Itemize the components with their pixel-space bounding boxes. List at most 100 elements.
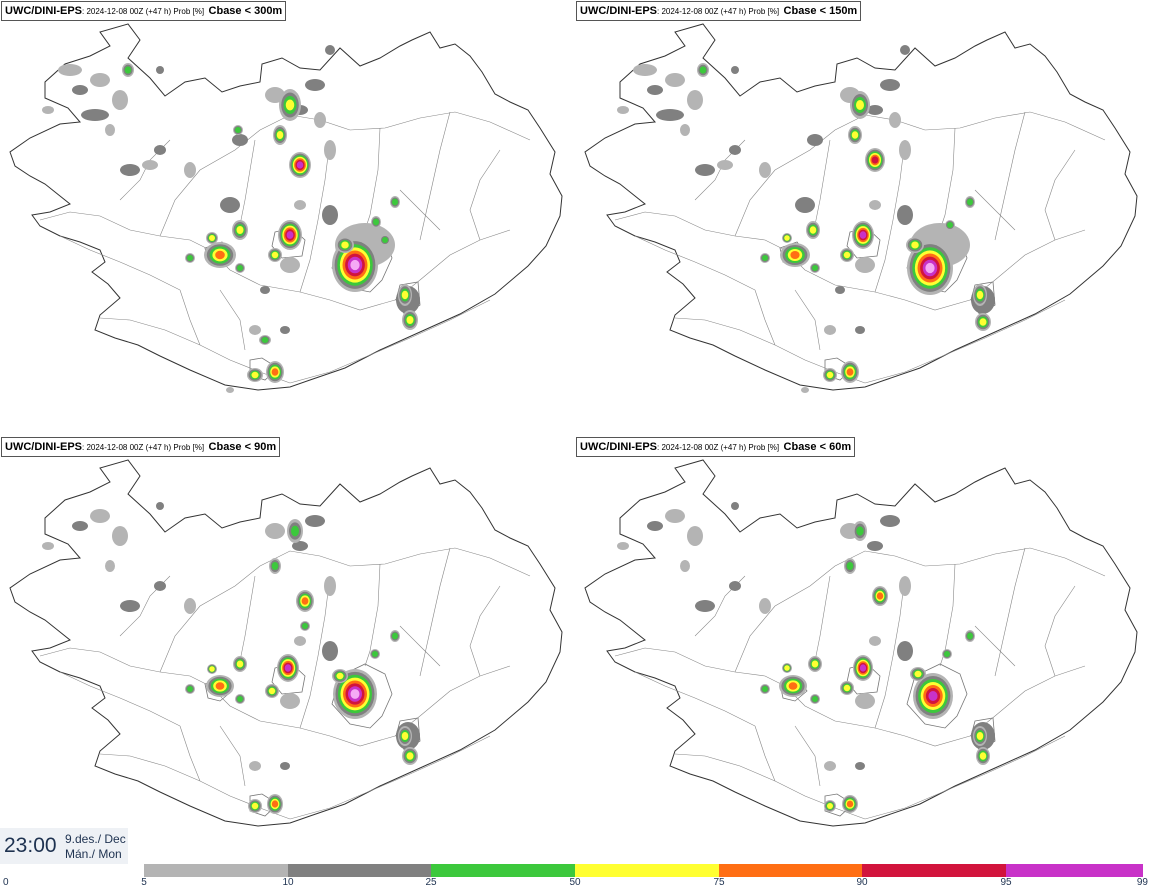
probability-patch — [220, 197, 240, 213]
road-line — [59, 235, 181, 291]
probability-contour — [784, 665, 790, 671]
road-line — [364, 127, 381, 231]
coastline — [9, 23, 563, 391]
legend-tick-label: 50 — [569, 877, 581, 888]
panel-title: UWC/DINI-EPS: 2024-12-08 00Z (+47 h) Pro… — [1, 437, 281, 457]
road-line — [399, 189, 441, 231]
panel-title: UWC/DINI-EPS: 2024-12-08 00Z (+47 h) Pro… — [576, 437, 856, 457]
probability-patch — [322, 205, 338, 225]
probability-contour — [187, 255, 193, 261]
probability-contour — [846, 800, 854, 808]
legend-swatch-90 — [862, 864, 1006, 877]
road-line — [239, 575, 256, 662]
valid-time-clock: 23:00 — [4, 834, 57, 857]
road-line — [469, 149, 501, 241]
probability-patch — [897, 641, 913, 661]
probability-contour — [859, 664, 867, 672]
probability-contour — [979, 752, 987, 760]
probability-contour — [406, 316, 414, 324]
probability-patch — [695, 164, 715, 176]
legend-tick-label: 95 — [1000, 877, 1012, 888]
road-line — [219, 289, 246, 351]
road-line — [814, 139, 831, 226]
probability-contour — [790, 251, 800, 259]
map-panel-150m: UWC/DINI-EPS: 2024-12-08 00Z (+47 h) Pro… — [575, 0, 1150, 436]
probability-patch — [889, 112, 901, 128]
probability-contour — [276, 131, 284, 139]
probability-contour — [215, 250, 225, 260]
legend-tick-label: 0 — [3, 877, 9, 888]
probability-contour — [350, 689, 360, 699]
road-line — [1044, 149, 1076, 241]
probability-patch — [824, 325, 836, 335]
probability-contour — [762, 686, 768, 692]
probability-patch — [687, 90, 703, 110]
road-line — [864, 735, 1066, 820]
probability-patch — [154, 145, 166, 155]
probability-contour — [284, 664, 292, 672]
probability-patch — [105, 560, 115, 572]
road-line — [364, 563, 381, 667]
probability-patch — [729, 145, 741, 155]
probability-patch — [807, 134, 823, 146]
road-line — [179, 725, 201, 782]
panel-title: UWC/DINI-EPS: 2024-12-08 00Z (+47 h) Pro… — [576, 1, 862, 21]
probability-patch — [154, 581, 166, 591]
probability-contour — [271, 368, 279, 376]
probability-patch — [855, 326, 865, 334]
probability-patch — [305, 79, 325, 91]
probability-contour — [251, 802, 259, 810]
road-line — [209, 685, 331, 737]
probability-patch — [305, 515, 325, 527]
road-line — [994, 111, 1026, 241]
probability-contour — [967, 632, 973, 640]
road-line — [794, 725, 821, 787]
road-line — [39, 647, 211, 687]
road-line — [419, 111, 451, 241]
probability-patch — [759, 598, 771, 614]
road-line — [734, 547, 1106, 673]
probability-contour — [271, 562, 279, 570]
probability-patch — [226, 387, 234, 393]
probability-patch — [314, 112, 326, 128]
probability-contour — [215, 682, 225, 690]
probability-contour — [236, 226, 244, 234]
legend-swatch-5 — [144, 864, 288, 877]
probability-patch — [647, 521, 663, 531]
road-line — [289, 735, 491, 820]
probability-contour — [812, 696, 818, 702]
road-line — [614, 211, 786, 251]
probability-field — [617, 502, 995, 813]
probability-patch — [869, 200, 881, 210]
probability-contour — [406, 752, 414, 760]
road-line — [784, 685, 906, 737]
legend-swatch-75 — [719, 864, 862, 877]
probability-patch — [665, 73, 685, 87]
probability-patch — [899, 576, 911, 596]
probability-patch — [280, 326, 290, 334]
probability-patch — [260, 286, 270, 294]
road-line — [874, 575, 906, 729]
probability-contour — [859, 231, 867, 239]
probability-contour — [392, 632, 398, 640]
probability-patch — [835, 286, 845, 294]
probability-contour — [856, 100, 864, 110]
probability-patch — [294, 200, 306, 210]
coastline — [9, 459, 563, 827]
probability-contour — [826, 371, 834, 379]
probability-contour — [251, 371, 259, 379]
road-line — [159, 547, 531, 673]
iceland-probability-map — [584, 23, 1138, 393]
probability-patch — [325, 45, 335, 55]
road-line — [299, 575, 331, 729]
probability-field — [42, 45, 420, 393]
probability-patch — [322, 641, 338, 661]
road-line — [634, 235, 756, 291]
probability-contour — [392, 198, 398, 206]
probability-contour — [302, 623, 308, 629]
probability-contour — [286, 231, 294, 239]
probability-patch — [855, 762, 865, 770]
road-line — [994, 547, 1026, 677]
map-panel-60m: UWC/DINI-EPS: 2024-12-08 00Z (+47 h) Pro… — [575, 436, 1150, 872]
probability-contour — [699, 66, 707, 74]
